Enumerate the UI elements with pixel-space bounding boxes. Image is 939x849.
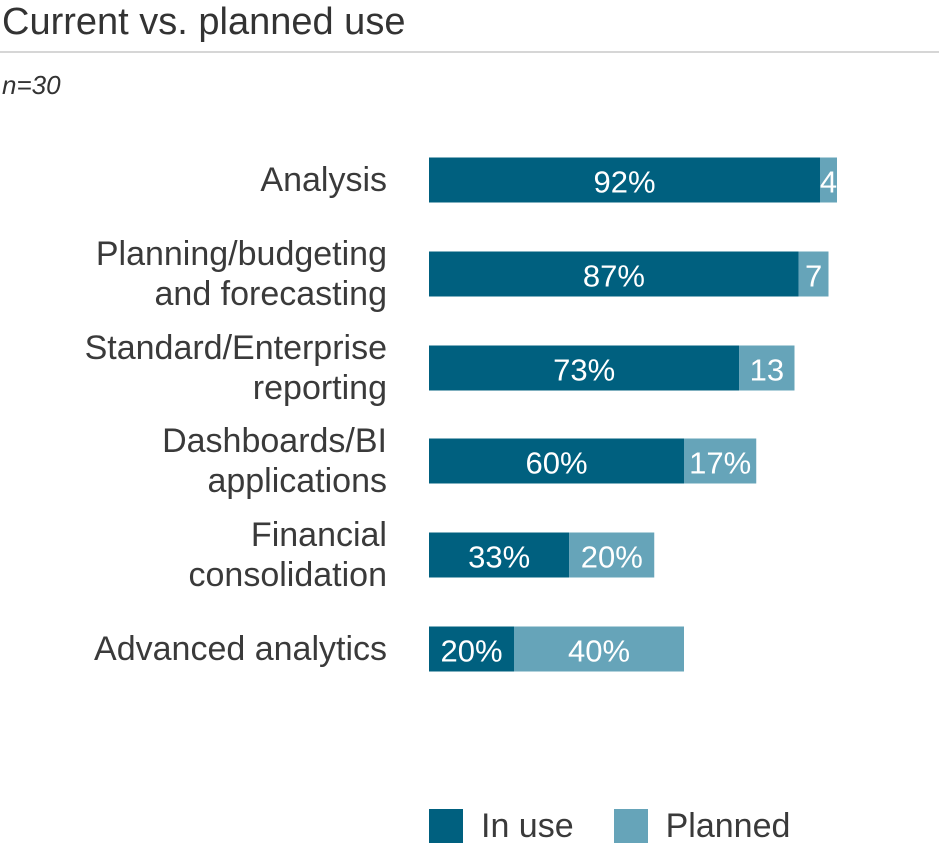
category-label: Advanced analytics xyxy=(94,630,387,668)
data-label-in-use: 92% xyxy=(593,165,655,200)
data-label-in-use: 73% xyxy=(553,353,615,388)
chart-title: Current vs. planned use xyxy=(2,1,406,43)
category-label: Dashboards/BI xyxy=(162,422,387,460)
bar-planned xyxy=(798,251,829,297)
bar-planned xyxy=(514,626,684,672)
legend-label-planned: Planned xyxy=(665,806,791,845)
category-label: Standard/Enterprise xyxy=(85,329,387,367)
data-label-planned: 40% xyxy=(568,634,630,669)
bar-planned xyxy=(684,438,757,484)
bar-planned xyxy=(820,157,837,203)
data-label-planned: 17% xyxy=(689,446,751,481)
data-label-planned: 4 xyxy=(820,165,837,200)
legend-item-in-use: In use xyxy=(429,807,574,846)
legend-swatch-planned xyxy=(613,809,648,843)
category-label: Analysis xyxy=(260,161,387,199)
bar-in-use xyxy=(429,532,570,578)
data-label-planned: 7 xyxy=(805,259,822,294)
legend-item-planned: Planned xyxy=(613,806,791,846)
data-label-in-use: 87% xyxy=(583,259,645,294)
bar-in-use xyxy=(429,438,684,484)
bar-planned xyxy=(569,532,655,578)
chart-legend: In use Planned xyxy=(429,806,830,846)
category-label: applications xyxy=(207,462,387,500)
bar-planned xyxy=(739,345,795,391)
bar-in-use xyxy=(429,626,514,672)
data-label-planned: 20% xyxy=(581,540,643,575)
category-label: reporting xyxy=(253,369,387,407)
chart-subtitle: n=30 xyxy=(2,70,61,100)
data-label-planned: 13 xyxy=(750,353,784,388)
category-label: Financial xyxy=(251,516,387,554)
category-label: Planning/budgeting xyxy=(96,235,387,273)
bar-in-use xyxy=(429,345,740,391)
legend-swatch-in-use xyxy=(429,809,463,843)
bar-in-use xyxy=(429,157,820,203)
data-label-in-use: 20% xyxy=(440,634,502,669)
category-label: and forecasting xyxy=(155,275,388,313)
data-label-in-use: 33% xyxy=(468,540,530,575)
legend-label-in-use: In use xyxy=(481,806,574,845)
bar-in-use xyxy=(429,251,799,297)
title-divider xyxy=(0,51,939,53)
data-label-in-use: 60% xyxy=(525,446,587,481)
category-label: consolidation xyxy=(189,556,387,594)
